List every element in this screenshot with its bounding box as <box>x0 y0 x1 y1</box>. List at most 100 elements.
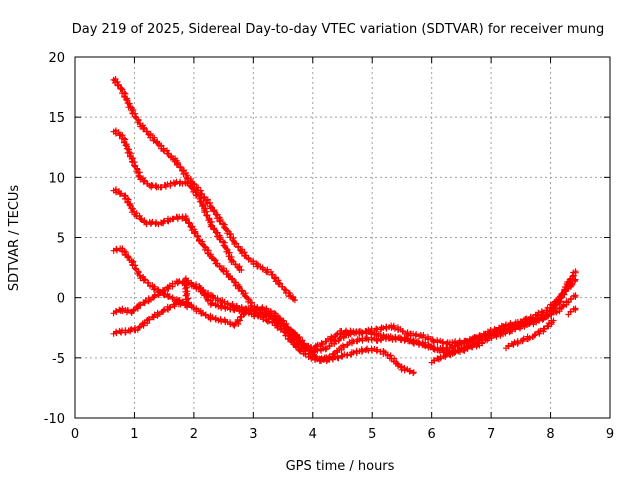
data-point-marker <box>126 202 133 208</box>
data-point-marker <box>210 208 217 214</box>
data-point-marker <box>194 233 201 240</box>
data-point-marker <box>140 277 147 284</box>
data-point-marker <box>276 280 283 287</box>
data-point-marker <box>485 335 492 342</box>
data-point-marker <box>130 155 137 162</box>
data-point-marker <box>558 294 565 301</box>
data-point-marker <box>167 304 174 311</box>
data-point-marker <box>233 240 240 247</box>
data-point-marker <box>128 326 135 333</box>
data-point-marker <box>131 265 138 272</box>
data-point-marker <box>146 316 153 323</box>
data-point-marker <box>177 164 183 171</box>
data-point-marker <box>488 334 495 341</box>
data-point-marker <box>294 340 301 346</box>
data-point-marker <box>116 191 123 198</box>
series-track-9 <box>565 305 579 318</box>
data-point-marker <box>216 218 223 225</box>
data-point-marker <box>425 335 432 342</box>
data-point-marker <box>428 344 435 351</box>
data-point-marker <box>137 275 144 282</box>
data-point-marker <box>556 299 563 306</box>
data-point-marker <box>191 230 198 237</box>
y-tick-label: -10 <box>44 412 65 427</box>
y-tick-label: 10 <box>48 171 65 186</box>
data-point-marker <box>277 326 284 333</box>
data-point-marker <box>290 336 297 343</box>
data-point-marker <box>410 369 417 376</box>
data-point-marker <box>568 295 574 302</box>
grid-lines <box>75 57 610 418</box>
data-point-marker <box>567 308 574 315</box>
data-point-marker <box>380 324 387 331</box>
data-point-marker <box>559 290 566 297</box>
data-point-marker <box>442 353 449 360</box>
data-point-marker <box>127 152 133 159</box>
data-point-marker <box>492 332 499 339</box>
data-point-marker <box>125 146 132 153</box>
data-point-marker <box>550 317 557 324</box>
data-point-marker <box>131 162 137 169</box>
data-point-marker <box>179 214 186 221</box>
data-point-marker <box>373 325 380 332</box>
series-track-4 <box>110 245 417 377</box>
data-point-marker <box>144 280 151 286</box>
x-axis-label: GPS time / hours <box>286 459 395 474</box>
data-point-marker <box>218 305 225 312</box>
data-point-marker <box>160 287 167 294</box>
data-point-marker <box>248 308 255 314</box>
data-point-marker <box>228 276 235 283</box>
data-point-marker <box>519 338 526 345</box>
data-point-marker <box>464 345 471 352</box>
data-point-marker <box>216 236 223 243</box>
x-tick-label: 2 <box>190 427 198 442</box>
data-point-marker <box>572 268 579 275</box>
data-point-marker <box>202 205 209 211</box>
x-tick-label: 4 <box>309 427 317 442</box>
data-point-marker <box>238 287 245 294</box>
data-point-marker <box>359 347 366 354</box>
x-tick-label: 1 <box>130 427 138 442</box>
y-tick-label: 0 <box>57 292 65 307</box>
data-point-marker <box>115 82 122 89</box>
x-tick-label: 3 <box>249 427 257 442</box>
data-point-marker <box>319 341 326 348</box>
data-point-marker <box>331 350 338 357</box>
data-point-marker <box>291 297 298 304</box>
y-tick-label: 15 <box>48 111 65 126</box>
data-point-marker <box>236 317 243 324</box>
data-point-marker <box>257 309 264 316</box>
data-point-marker <box>531 332 538 339</box>
y-tick-label: -5 <box>52 352 65 367</box>
data-point-marker <box>122 142 129 149</box>
data-point-marker <box>271 314 278 321</box>
data-point-marker <box>479 340 486 347</box>
data-point-marker <box>137 123 144 130</box>
data-point-marker <box>123 96 130 103</box>
data-point-marker <box>238 313 244 320</box>
x-tick-label: 5 <box>368 427 376 442</box>
data-point-marker <box>537 327 544 334</box>
y-axis-ticks: -10 -5 0 5 10 15 20 <box>44 51 610 427</box>
data-point-marker <box>157 290 164 297</box>
data-point-marker <box>268 271 275 278</box>
data-point-marker <box>322 344 329 351</box>
data-point-marker <box>356 336 363 343</box>
data-point-marker <box>526 335 533 341</box>
data-point-marker <box>356 328 363 335</box>
data-point-marker <box>137 302 144 309</box>
data-point-marker <box>572 292 579 299</box>
data-point-marker <box>113 246 120 253</box>
data-point-marker <box>141 125 148 132</box>
data-point-marker <box>541 326 548 333</box>
series-track-2 <box>110 127 245 273</box>
data-point-marker <box>182 217 189 224</box>
data-point-marker <box>387 352 394 359</box>
data-point-marker <box>326 353 333 360</box>
series-track-7 <box>428 340 486 366</box>
data-point-marker <box>359 329 366 336</box>
data-series <box>110 76 579 377</box>
data-point-marker <box>135 173 142 180</box>
